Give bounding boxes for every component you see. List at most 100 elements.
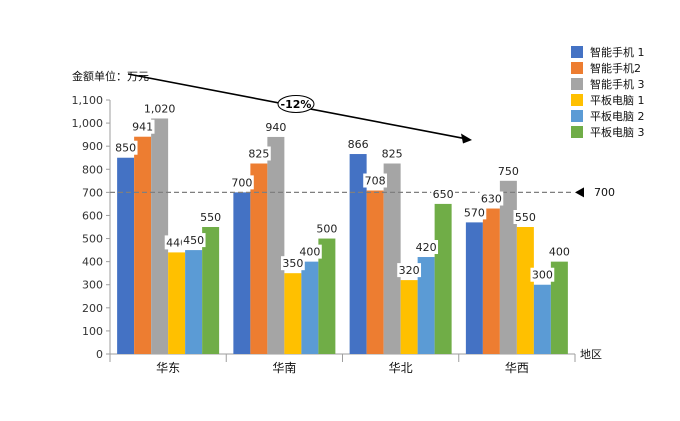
y-axis-unit-label: 金额单位：万元: [72, 69, 149, 83]
bar: [383, 163, 401, 354]
data-label: 650: [433, 188, 454, 201]
legend-swatch: [571, 62, 583, 74]
data-label-background: [547, 244, 572, 259]
data-label: 700: [231, 176, 252, 189]
data-label: 400: [549, 246, 570, 259]
bar: [434, 203, 452, 354]
legend-swatch: [571, 94, 583, 106]
data-label-background: [397, 263, 422, 278]
data-label-background: [479, 191, 504, 206]
data-label-background: [130, 119, 155, 134]
data-label-background: [229, 175, 254, 190]
y-tick-label: 900: [82, 140, 103, 153]
data-label-background: [496, 163, 521, 178]
legend-entry-label: 平板电脑 1: [590, 93, 645, 107]
reference-line-label: 700: [594, 186, 615, 199]
legend-swatch: [571, 126, 583, 138]
data-label-background: [462, 205, 487, 220]
bar: [168, 252, 186, 354]
data-label: 350: [282, 257, 303, 270]
data-label: 941: [132, 121, 153, 134]
data-label: 550: [200, 211, 221, 224]
data-label-background: [198, 210, 223, 224]
reference-marker-icon: [575, 187, 584, 198]
data-label-background: [113, 140, 138, 155]
bar: [301, 261, 319, 354]
data-label: 550: [515, 211, 536, 224]
y-tick-label: 100: [82, 325, 103, 338]
legend-entry-label: 平板电脑 3: [590, 125, 645, 139]
data-label: 850: [115, 142, 136, 155]
data-label: 940: [265, 121, 286, 134]
bar: [117, 157, 135, 354]
legend: 智能手机 1 智能手机2 智能手机 3 平板电脑 1 平板电脑 2 平板电脑 3: [571, 45, 645, 139]
data-label: 400: [299, 246, 320, 259]
data-label: 500: [316, 223, 337, 236]
data-label: 750: [498, 165, 519, 178]
data-label-background: [530, 267, 555, 282]
data-label-background: [141, 101, 179, 116]
data-label: 825: [248, 148, 269, 161]
bar: [267, 136, 285, 354]
x-category-label: 华南: [272, 360, 296, 375]
bar: [417, 257, 435, 354]
bar: [533, 284, 551, 354]
data-label: 300: [532, 269, 553, 282]
plot-area: 0 100 200 300 400 500 600 700 800 900 1,000 1,100 华东…: [72, 73, 584, 375]
data-label-background: [380, 146, 405, 161]
bar: [482, 208, 500, 354]
bar: [185, 250, 203, 354]
legend-entry-label: 平板电脑 2: [590, 109, 645, 123]
data-label-background: [314, 221, 339, 236]
data-label: 570: [464, 206, 485, 219]
bar: [318, 238, 336, 354]
data-label-background: [246, 146, 271, 161]
data-label-background: [346, 137, 371, 152]
bar: [550, 261, 568, 354]
trend-percent-label: -12%: [281, 98, 312, 111]
bar: [516, 227, 534, 354]
y-tick-label: 600: [82, 209, 103, 222]
data-label: 450: [183, 234, 204, 247]
bar: [284, 273, 302, 354]
data-label-background: [513, 210, 538, 224]
data-label: 320: [399, 264, 420, 277]
bar: [499, 180, 517, 354]
y-tick-label: 800: [82, 163, 103, 176]
data-label-background: [297, 244, 322, 259]
data-label: 708: [365, 175, 386, 188]
y-tick-label: 400: [82, 256, 103, 269]
y-tick-label: 200: [82, 302, 103, 315]
bar: [202, 227, 220, 354]
data-label: 420: [416, 241, 437, 254]
legend-entry-label: 智能手机 3: [590, 77, 645, 91]
legend-entry-label: 智能手机 1: [590, 45, 645, 59]
y-tick-label: 500: [82, 233, 103, 246]
bar: [366, 190, 384, 354]
y-tick-label: 0: [96, 348, 103, 361]
data-label-background: [280, 256, 305, 271]
data-label: 866: [348, 138, 369, 151]
trend-percent-badge: [277, 95, 315, 113]
bar: [134, 136, 152, 354]
x-category-label: 华东: [156, 361, 180, 375]
bar: [349, 154, 367, 354]
x-axis-label: 地区: [580, 348, 602, 361]
y-tick-label: 300: [82, 279, 103, 292]
bar: [400, 280, 418, 354]
y-tick-label: 1,100: [72, 94, 104, 107]
y-tick-label: 1,000: [72, 117, 104, 130]
data-label: 630: [481, 193, 502, 206]
legend-swatch: [571, 78, 583, 90]
data-label-background: [263, 119, 288, 134]
data-label-background: [363, 173, 388, 188]
trend-arrow-head-icon: [461, 133, 472, 144]
data-label-background: [414, 240, 439, 255]
x-category-label: 华北: [389, 361, 413, 375]
bar: [465, 222, 483, 354]
bar: [250, 163, 268, 354]
data-label: 825: [382, 148, 403, 161]
data-label-background: [181, 233, 206, 248]
x-category-label: 华西: [505, 361, 529, 375]
